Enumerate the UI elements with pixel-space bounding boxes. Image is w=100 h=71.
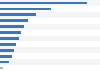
Bar: [0, 59, 100, 65]
Bar: [0, 55, 12, 58]
Bar: [0, 65, 100, 71]
Bar: [0, 18, 100, 24]
Bar: [0, 37, 19, 40]
Bar: [0, 19, 28, 22]
Bar: [0, 0, 100, 6]
Bar: [0, 2, 87, 4]
Bar: [0, 67, 3, 69]
Bar: [0, 47, 100, 53]
Bar: [0, 24, 100, 30]
Bar: [0, 36, 100, 41]
Bar: [0, 61, 9, 63]
Bar: [0, 6, 100, 12]
Bar: [0, 25, 24, 28]
Bar: [0, 43, 16, 46]
Bar: [0, 8, 51, 10]
Bar: [0, 31, 21, 34]
Bar: [0, 13, 36, 16]
Bar: [0, 49, 14, 52]
Bar: [0, 41, 100, 47]
Bar: [0, 30, 100, 36]
Bar: [0, 53, 100, 59]
Bar: [0, 12, 100, 18]
